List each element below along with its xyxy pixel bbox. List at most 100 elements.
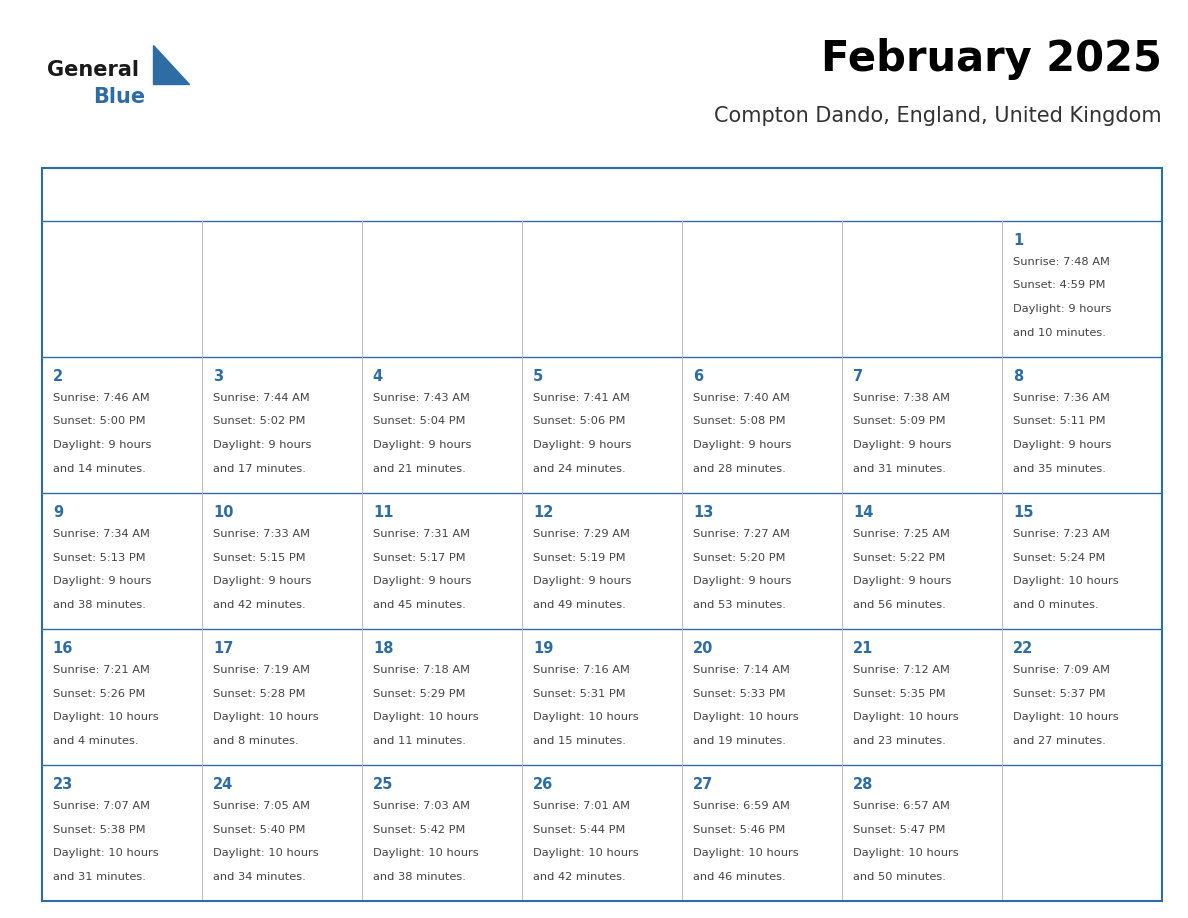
Text: Sunset: 5:19 PM: Sunset: 5:19 PM: [533, 553, 626, 563]
Text: Daylight: 9 hours: Daylight: 9 hours: [213, 576, 311, 586]
Text: Sunrise: 7:27 AM: Sunrise: 7:27 AM: [693, 530, 790, 540]
Text: Friday: Friday: [853, 187, 902, 202]
Text: Sunset: 5:08 PM: Sunset: 5:08 PM: [693, 417, 785, 427]
Text: Sunrise: 7:03 AM: Sunrise: 7:03 AM: [373, 801, 470, 812]
Text: Daylight: 10 hours: Daylight: 10 hours: [213, 711, 318, 722]
Text: Sunset: 4:59 PM: Sunset: 4:59 PM: [1013, 280, 1106, 290]
Text: and 38 minutes.: and 38 minutes.: [52, 600, 146, 610]
Text: 17: 17: [213, 641, 233, 656]
Text: 8: 8: [1013, 369, 1023, 384]
Text: Sunrise: 7:38 AM: Sunrise: 7:38 AM: [853, 393, 950, 403]
Text: and 53 minutes.: and 53 minutes.: [693, 600, 785, 610]
Text: Daylight: 10 hours: Daylight: 10 hours: [693, 711, 798, 722]
Text: Sunrise: 7:07 AM: Sunrise: 7:07 AM: [52, 801, 150, 812]
Text: 12: 12: [533, 505, 554, 520]
Text: and 24 minutes.: and 24 minutes.: [533, 465, 626, 474]
Text: 16: 16: [52, 641, 74, 656]
Text: Daylight: 10 hours: Daylight: 10 hours: [213, 847, 318, 857]
Text: and 31 minutes.: and 31 minutes.: [52, 872, 146, 882]
Text: Sunset: 5:40 PM: Sunset: 5:40 PM: [213, 824, 305, 834]
Text: 18: 18: [373, 641, 393, 656]
Text: 7: 7: [853, 369, 864, 384]
Text: 4: 4: [373, 369, 383, 384]
Text: Sunrise: 7:40 AM: Sunrise: 7:40 AM: [693, 393, 790, 403]
Text: 2: 2: [52, 369, 63, 384]
Text: 24: 24: [213, 777, 233, 792]
Text: 19: 19: [533, 641, 554, 656]
Text: 15: 15: [1013, 505, 1034, 520]
Text: Sunrise: 7:41 AM: Sunrise: 7:41 AM: [533, 393, 630, 403]
Text: Sunrise: 7:23 AM: Sunrise: 7:23 AM: [1013, 530, 1110, 540]
Text: 9: 9: [52, 505, 63, 520]
Text: and 11 minutes.: and 11 minutes.: [373, 736, 466, 746]
Text: 26: 26: [533, 777, 554, 792]
Text: Daylight: 9 hours: Daylight: 9 hours: [533, 440, 631, 450]
Text: 28: 28: [853, 777, 873, 792]
Text: Sunset: 5:00 PM: Sunset: 5:00 PM: [52, 417, 145, 427]
Text: and 10 minutes.: and 10 minutes.: [1013, 328, 1106, 338]
Text: Sunrise: 7:46 AM: Sunrise: 7:46 AM: [52, 393, 150, 403]
Text: 27: 27: [693, 777, 713, 792]
Text: Sunrise: 7:48 AM: Sunrise: 7:48 AM: [1013, 257, 1110, 267]
Text: Daylight: 9 hours: Daylight: 9 hours: [52, 576, 151, 586]
Text: Daylight: 10 hours: Daylight: 10 hours: [533, 711, 638, 722]
Text: Sunset: 5:44 PM: Sunset: 5:44 PM: [533, 824, 625, 834]
Text: and 21 minutes.: and 21 minutes.: [373, 465, 466, 474]
Text: Sunset: 5:13 PM: Sunset: 5:13 PM: [52, 553, 145, 563]
Text: and 42 minutes.: and 42 minutes.: [213, 600, 305, 610]
Text: Thursday: Thursday: [693, 187, 767, 202]
Text: Daylight: 9 hours: Daylight: 9 hours: [213, 440, 311, 450]
Text: Daylight: 10 hours: Daylight: 10 hours: [1013, 711, 1119, 722]
Text: 21: 21: [853, 641, 873, 656]
Text: Sunset: 5:04 PM: Sunset: 5:04 PM: [373, 417, 466, 427]
Text: Daylight: 10 hours: Daylight: 10 hours: [52, 711, 158, 722]
Text: 3: 3: [213, 369, 223, 384]
Text: Daylight: 10 hours: Daylight: 10 hours: [853, 711, 959, 722]
Text: Daylight: 9 hours: Daylight: 9 hours: [1013, 440, 1112, 450]
Text: Sunrise: 7:16 AM: Sunrise: 7:16 AM: [533, 666, 630, 676]
Text: Sunset: 5:26 PM: Sunset: 5:26 PM: [52, 688, 145, 699]
Text: and 8 minutes.: and 8 minutes.: [213, 736, 298, 746]
Text: 23: 23: [52, 777, 72, 792]
Text: and 35 minutes.: and 35 minutes.: [1013, 465, 1106, 474]
Text: Sunset: 5:24 PM: Sunset: 5:24 PM: [1013, 553, 1105, 563]
Text: Daylight: 10 hours: Daylight: 10 hours: [533, 847, 638, 857]
Text: Sunset: 5:42 PM: Sunset: 5:42 PM: [373, 824, 466, 834]
Text: and 15 minutes.: and 15 minutes.: [533, 736, 626, 746]
Text: and 31 minutes.: and 31 minutes.: [853, 465, 946, 474]
Text: and 42 minutes.: and 42 minutes.: [533, 872, 626, 882]
Text: Sunrise: 7:25 AM: Sunrise: 7:25 AM: [853, 530, 950, 540]
Text: Blue: Blue: [93, 87, 145, 107]
Text: February 2025: February 2025: [821, 39, 1162, 81]
Text: Saturday: Saturday: [1013, 187, 1086, 202]
Text: Sunset: 5:29 PM: Sunset: 5:29 PM: [373, 688, 466, 699]
Text: Sunset: 5:17 PM: Sunset: 5:17 PM: [373, 553, 466, 563]
Text: Sunset: 5:09 PM: Sunset: 5:09 PM: [853, 417, 946, 427]
Text: Sunrise: 7:36 AM: Sunrise: 7:36 AM: [1013, 393, 1110, 403]
Text: General: General: [48, 60, 139, 80]
Text: and 17 minutes.: and 17 minutes.: [213, 465, 305, 474]
Text: Sunrise: 7:05 AM: Sunrise: 7:05 AM: [213, 801, 310, 812]
Text: Sunset: 5:31 PM: Sunset: 5:31 PM: [533, 688, 626, 699]
Text: Sunrise: 7:18 AM: Sunrise: 7:18 AM: [373, 666, 470, 676]
Text: Sunrise: 7:33 AM: Sunrise: 7:33 AM: [213, 530, 310, 540]
Text: Sunset: 5:35 PM: Sunset: 5:35 PM: [853, 688, 946, 699]
Text: Sunrise: 7:14 AM: Sunrise: 7:14 AM: [693, 666, 790, 676]
Text: Daylight: 9 hours: Daylight: 9 hours: [52, 440, 151, 450]
Text: and 27 minutes.: and 27 minutes.: [1013, 736, 1106, 746]
Text: Sunrise: 6:59 AM: Sunrise: 6:59 AM: [693, 801, 790, 812]
Text: Sunrise: 7:31 AM: Sunrise: 7:31 AM: [373, 530, 470, 540]
Text: and 14 minutes.: and 14 minutes.: [52, 465, 146, 474]
Text: and 45 minutes.: and 45 minutes.: [373, 600, 466, 610]
Text: Sunset: 5:20 PM: Sunset: 5:20 PM: [693, 553, 785, 563]
Text: Compton Dando, England, United Kingdom: Compton Dando, England, United Kingdom: [714, 106, 1162, 127]
Polygon shape: [153, 45, 189, 84]
Text: Sunset: 5:11 PM: Sunset: 5:11 PM: [1013, 417, 1106, 427]
Text: Sunset: 5:33 PM: Sunset: 5:33 PM: [693, 688, 785, 699]
Text: and 34 minutes.: and 34 minutes.: [213, 872, 305, 882]
Text: Daylight: 9 hours: Daylight: 9 hours: [373, 576, 472, 586]
Text: Sunrise: 7:12 AM: Sunrise: 7:12 AM: [853, 666, 950, 676]
Text: Sunrise: 7:29 AM: Sunrise: 7:29 AM: [533, 530, 630, 540]
Text: Daylight: 10 hours: Daylight: 10 hours: [373, 711, 479, 722]
Text: Daylight: 9 hours: Daylight: 9 hours: [1013, 304, 1112, 314]
